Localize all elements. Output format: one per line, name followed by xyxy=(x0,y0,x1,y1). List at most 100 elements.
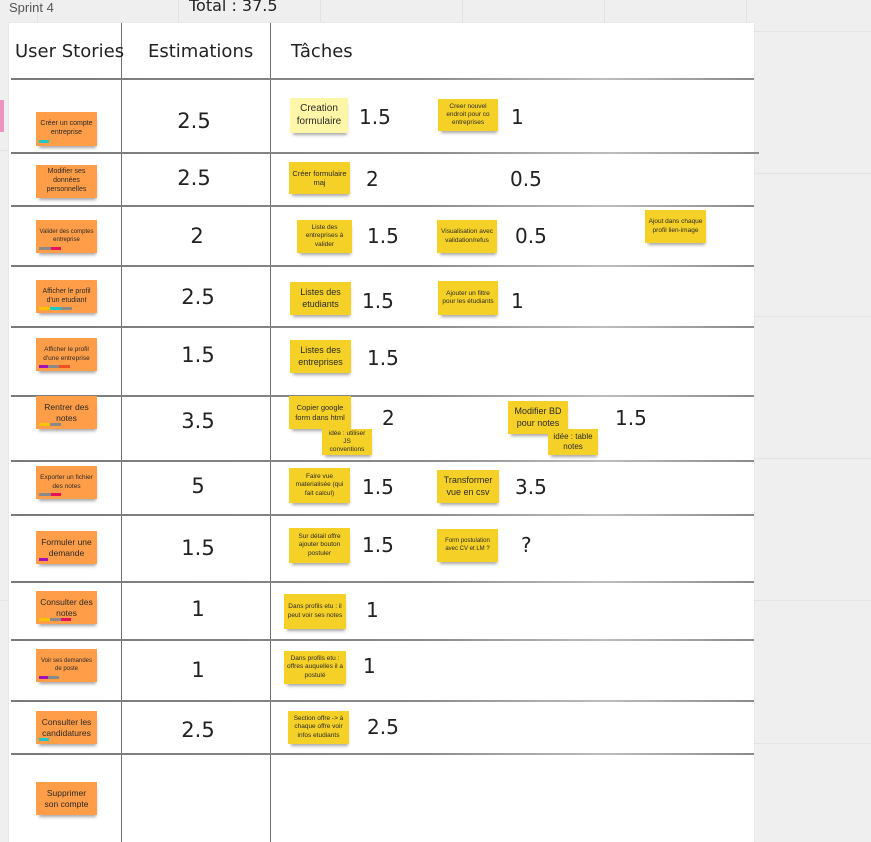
task-note[interactable]: Liste des entreprises à valider xyxy=(297,220,352,253)
canvas-grid-line xyxy=(37,0,38,22)
canvas-grid-line xyxy=(604,0,605,22)
user-story-note[interactable]: Modifier ses données personnelles xyxy=(36,165,97,198)
estimation-value: 1.5 xyxy=(181,536,215,560)
task-estimate: 0.5 xyxy=(515,224,547,248)
row-divider xyxy=(11,700,754,702)
task-label: Ajouter un filtre pour les étudiants xyxy=(442,289,494,305)
tag-orange xyxy=(59,365,70,368)
user-story-label: Consulter des notes xyxy=(40,596,93,618)
sprint-total[interactable]: Total : 37.5 xyxy=(189,0,278,15)
user-story-note[interactable]: Voir ses demandes de poste xyxy=(36,649,97,682)
sprint-table[interactable]: User Stories Estimations Tâches Créer un… xyxy=(9,23,759,842)
task-note[interactable]: Sur détail offre ajouter bouton postuler xyxy=(289,528,350,563)
header-user-stories: User Stories xyxy=(15,41,125,62)
tag-yellow xyxy=(39,307,50,310)
row-divider xyxy=(11,78,754,80)
task-note[interactable]: Transformer vue en csv xyxy=(437,470,499,503)
canvas-grid-line xyxy=(754,316,871,317)
row-divider xyxy=(11,326,754,328)
user-story-label: Valider des comptes entreprise xyxy=(39,229,94,243)
task-label: Liste des entreprises à valider xyxy=(305,224,344,248)
task-note[interactable]: Faire vue materialisée (qui fait calcul) xyxy=(289,468,350,503)
task-label: Creer nouvel endroit pour co entreprises xyxy=(446,102,490,127)
task-label: Créer formulaire maj xyxy=(292,168,347,187)
user-story-note[interactable]: Afficher le profil d'un etudiant xyxy=(36,280,97,313)
estimation-value: 3.5 xyxy=(181,409,215,433)
task-estimate: ? xyxy=(521,533,532,557)
estimation-value: 1 xyxy=(191,597,205,621)
tag-red xyxy=(51,247,61,250)
user-story-note[interactable]: Supprimer son compte xyxy=(36,782,97,815)
task-note[interactable]: Copier google form dans html xyxy=(289,396,351,429)
tag-gray xyxy=(39,493,51,496)
task-estimate: 2 xyxy=(366,167,379,191)
user-story-note[interactable]: Consulter des notes xyxy=(36,591,97,624)
task-note[interactable]: Section offre -> à chaque offre voir inf… xyxy=(288,711,349,744)
tag-cyan xyxy=(39,140,49,143)
task-note[interactable]: Form postulation avec CV et LM ? xyxy=(437,529,498,562)
frame-title[interactable]: Sprint 4 xyxy=(9,0,54,15)
user-story-note[interactable]: Afficher le profil d'une entreprise xyxy=(36,338,97,371)
canvas-grid-line xyxy=(178,0,179,22)
tag-gray xyxy=(48,365,59,368)
user-story-label: Afficher le profil d'une entreprise xyxy=(43,346,90,362)
user-story-note[interactable]: Exporter un fichier des notes xyxy=(36,466,97,499)
estimation-value: 2 xyxy=(190,224,204,248)
task-estimate: 1 xyxy=(511,105,524,129)
estimation-value: 5 xyxy=(191,474,205,498)
user-story-note[interactable]: Rentrer des notes xyxy=(36,396,97,429)
estimation-value: 2.5 xyxy=(177,166,211,190)
row-divider xyxy=(11,152,759,154)
task-label: Dans profils etu : il peut voir ses note… xyxy=(287,603,343,619)
task-note[interactable]: Creer nouvel endroit pour co entreprises xyxy=(438,99,498,131)
task-note[interactable]: Ajout dans chaque profil lien-image xyxy=(645,210,706,243)
idea-note[interactable]: idée : utiliser JS conventions xyxy=(322,429,372,455)
row-divider xyxy=(11,753,754,755)
offscreen-sticky-note[interactable] xyxy=(0,100,4,132)
task-label: Form postulation avec CV et LM ? xyxy=(445,538,490,552)
task-label: Faire vue materialisée (qui fait calcul) xyxy=(295,473,344,497)
row-divider xyxy=(11,460,754,462)
canvas-grid-line xyxy=(0,150,9,151)
user-story-note[interactable]: Créer un compte entreprise xyxy=(36,112,97,146)
task-label: Sur détail offre ajouter bouton postuler xyxy=(298,533,341,557)
idea-note[interactable]: idée : table notes xyxy=(548,429,598,455)
task-label: Modifier BD pour notes xyxy=(514,406,562,428)
row-divider xyxy=(11,639,754,641)
task-note[interactable]: Visualisation avec validation/refus xyxy=(437,220,497,253)
user-story-label: Créer un compte entreprise xyxy=(40,120,93,136)
task-estimate: 1 xyxy=(363,654,376,678)
idea-label: idée : table notes xyxy=(553,432,593,451)
estimation-value: 2.5 xyxy=(177,109,211,133)
header-estimations: Estimations xyxy=(148,41,254,62)
task-note[interactable]: Créer formulaire maj xyxy=(289,162,350,194)
task-label: Ajout dans chaque profil lien-image xyxy=(648,218,703,234)
tag-cyan xyxy=(50,307,61,310)
user-story-note[interactable]: Consulter les candidatures xyxy=(36,711,97,744)
canvas-grid-line xyxy=(754,173,871,174)
user-story-label: Rentrer des notes xyxy=(44,401,89,423)
task-estimate: 2 xyxy=(382,406,395,430)
task-note[interactable]: Creation formulaire xyxy=(290,98,348,133)
task-estimate: 1.5 xyxy=(362,533,394,557)
canvas-grid-line xyxy=(754,743,871,744)
column-divider xyxy=(270,23,271,842)
task-note[interactable]: Listes des entreprises xyxy=(290,340,351,373)
task-label: Listes des etudiants xyxy=(300,287,341,309)
row-divider xyxy=(11,395,754,397)
tag-gray xyxy=(48,676,59,679)
user-story-note[interactable]: Formuler une demande xyxy=(36,531,97,564)
task-note[interactable]: Modifier BD pour notes xyxy=(508,401,568,434)
task-note[interactable]: Dans profils etu : offres auquelles il a… xyxy=(284,651,346,684)
task-estimate: 1.5 xyxy=(367,346,399,370)
user-story-note[interactable]: Valider des comptes entreprise xyxy=(36,220,97,253)
estimation-value: 1 xyxy=(191,658,205,682)
task-note[interactable]: Dans profils etu : il peut voir ses note… xyxy=(284,594,346,629)
canvas-grid-line xyxy=(0,600,9,601)
estimation-value: 2.5 xyxy=(181,285,215,309)
task-note[interactable]: Listes des etudiants xyxy=(290,282,351,315)
task-note[interactable]: Ajouter un filtre pour les étudiants xyxy=(438,281,498,315)
estimation-value: 2.5 xyxy=(181,718,215,742)
task-estimate: 1 xyxy=(366,598,379,622)
task-estimate: 1.5 xyxy=(615,406,647,430)
